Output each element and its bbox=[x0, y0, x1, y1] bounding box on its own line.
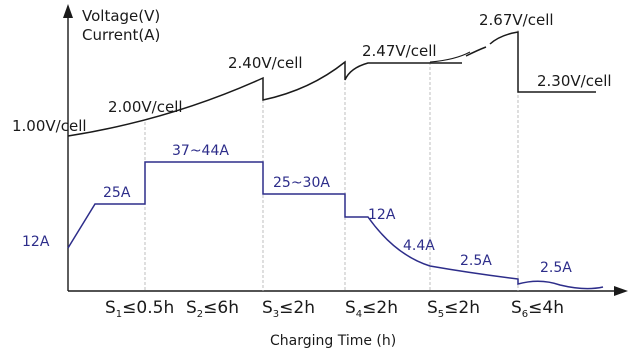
current-label-s4: 12A bbox=[368, 207, 396, 223]
voltage-label-s1: 2.00V/cell bbox=[108, 98, 183, 116]
x-axis-arrow bbox=[614, 286, 628, 296]
x-axis-label: Charging Time (h) bbox=[270, 333, 396, 349]
stage-s2-sub: 2 bbox=[197, 309, 203, 320]
current-label-s5: 2.5A bbox=[460, 253, 492, 269]
stage-s3-sub: 3 bbox=[273, 309, 279, 320]
stage-s5-sub: 5 bbox=[438, 309, 444, 320]
stage-s6-rel: ≤4h bbox=[528, 298, 564, 318]
stage-s4-sub: 4 bbox=[356, 309, 362, 320]
stage-label-s6: S6≤4h bbox=[511, 298, 564, 320]
voltage-label-s6-peak: 2.67V/cell bbox=[479, 11, 554, 29]
stage-dividers bbox=[144, 30, 519, 291]
y-axis-label-current: Current(A) bbox=[82, 26, 160, 44]
voltage-curve-dash bbox=[429, 51, 471, 63]
stage-s1-rel: ≤0.5h bbox=[122, 298, 174, 318]
stage-s6-sub: 6 bbox=[522, 309, 528, 320]
stage-label-s2: S2≤6h bbox=[186, 298, 239, 320]
stage-s2-rel: ≤6h bbox=[203, 298, 239, 318]
voltage-curve bbox=[67, 31, 596, 137]
voltage-label-s4: 2.47V/cell bbox=[362, 42, 437, 60]
current-label-s2: 37~44A bbox=[172, 143, 229, 159]
voltage-curve-s1-s3 bbox=[67, 60, 462, 137]
voltage-label-s6-end: 2.30V/cell bbox=[537, 72, 612, 90]
stage-s3-rel: ≤2h bbox=[279, 298, 315, 318]
voltage-curve-s6 bbox=[489, 31, 596, 93]
current-label-s4b: 4.4A bbox=[403, 238, 435, 254]
stage-s4-rel: ≤2h bbox=[362, 298, 398, 318]
current-label-start: 12A bbox=[22, 234, 50, 250]
current-label-s6: 2.5A bbox=[540, 260, 572, 276]
voltage-curve-transition bbox=[465, 46, 487, 57]
stage-label-s1: S1≤0.5h bbox=[105, 298, 174, 320]
stage-label-s3: S3≤2h bbox=[262, 298, 315, 320]
stage-label-s5: S5≤2h bbox=[427, 298, 480, 320]
current-curve bbox=[67, 161, 604, 290]
stage-label-s4: S4≤2h bbox=[345, 298, 398, 320]
stage-s5-rel: ≤2h bbox=[444, 298, 480, 318]
current-curve-path bbox=[67, 161, 604, 290]
voltage-label-start: 1.00V/cell bbox=[12, 117, 87, 135]
current-label-s1: 25A bbox=[103, 185, 131, 201]
stage-labels: S1≤0.5h S2≤6h S3≤2h S4≤2h S5≤2h S6≤4h bbox=[105, 298, 564, 320]
y-axis-arrow bbox=[63, 4, 73, 18]
current-label-s3: 25~30A bbox=[273, 175, 330, 191]
y-axis-label-voltage: Voltage(V) bbox=[82, 7, 160, 25]
axes bbox=[63, 4, 628, 296]
voltage-label-s3: 2.40V/cell bbox=[228, 54, 303, 72]
stage-s1-sub: 1 bbox=[116, 309, 122, 320]
